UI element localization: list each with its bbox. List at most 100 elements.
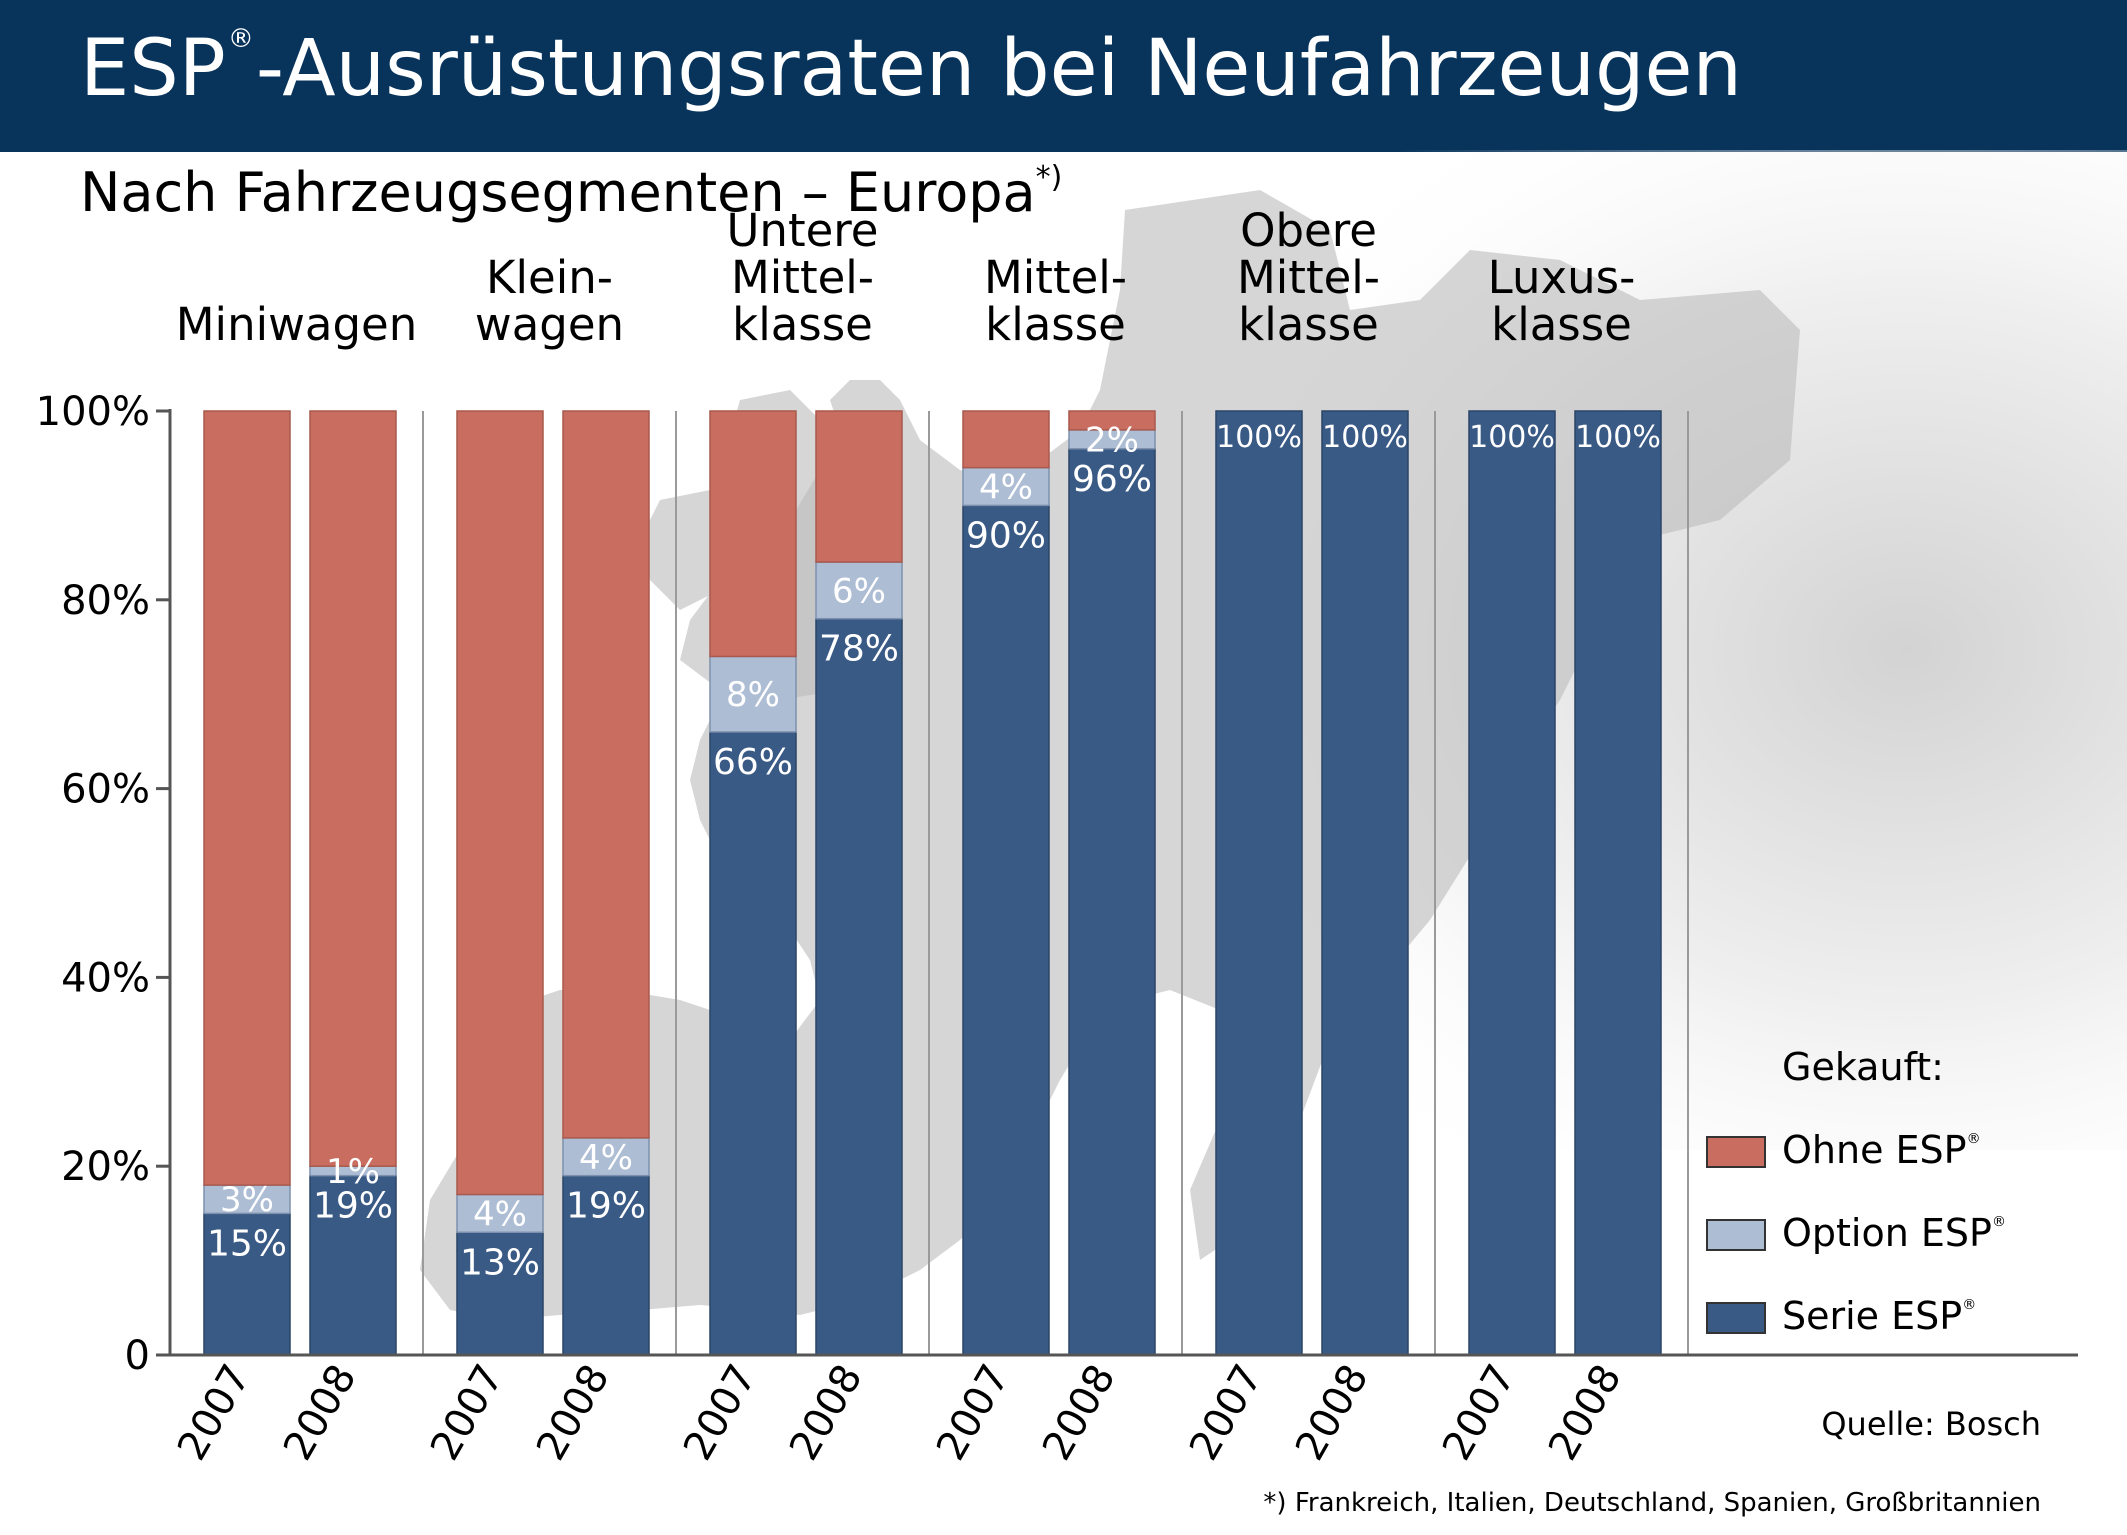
- legend-label-option-esp: Option ESP®: [1782, 1211, 2006, 1255]
- axes: 0 20% 40% 60% 80% 100%: [36, 389, 2078, 1379]
- title-registered-mark: ®: [227, 24, 254, 54]
- data-label-option-esp: 8%: [726, 675, 780, 715]
- group-label: klasse: [1491, 298, 1632, 351]
- x-tick-label-year: 2007: [422, 1357, 513, 1468]
- data-label-serie-esp: 66%: [713, 742, 793, 783]
- data-label-option-esp: 4%: [473, 1194, 527, 1234]
- subtitle-text: Nach Fahrzeugsegmenten – Europa: [80, 161, 1036, 224]
- y-tick-label: 100%: [36, 389, 150, 435]
- bar-segment-serie-esp: [456, 1231, 544, 1356]
- title-esp: ESP: [80, 24, 226, 114]
- ireland-silhouette: [645, 490, 730, 610]
- bar-segment-serie-esp: [1468, 410, 1556, 1356]
- group-label: klasse: [732, 298, 873, 351]
- group-label: Miniwagen: [176, 298, 418, 351]
- legend-mark-ohne-esp: ®: [1966, 1131, 1981, 1147]
- group-label: wagen: [475, 298, 624, 351]
- data-label-option-esp: 4%: [579, 1138, 633, 1178]
- legend-swatch-ohne-esp: [1706, 1136, 1766, 1168]
- group-label: Klein-: [486, 251, 613, 304]
- data-label-option-esp: 3%: [220, 1180, 274, 1220]
- data-label-serie-esp: 19%: [313, 1186, 393, 1227]
- data-label-option-esp: 6%: [832, 571, 886, 611]
- title-rest: -Ausrüstungsraten bei Neufahrzeugen: [255, 24, 1742, 114]
- x-tick-label-year: 2007: [675, 1357, 766, 1468]
- data-label-option-esp: 1%: [326, 1152, 380, 1192]
- bar-segment-option-esp: [562, 1137, 650, 1177]
- gridlines: [169, 411, 1689, 1355]
- y-tick-label: 80%: [61, 578, 150, 624]
- x-tick-label-year: 2007: [928, 1357, 1019, 1468]
- data-label-serie-esp: 13%: [460, 1242, 540, 1283]
- legend-text-ohne-esp: Ohne ESP: [1782, 1128, 1967, 1172]
- legend-mark-option-esp: ®: [1991, 1214, 2006, 1230]
- x-tick-label-year: 2008: [275, 1357, 366, 1468]
- data-label-serie-esp: 100%: [1469, 420, 1555, 455]
- legend-label-serie-esp: Serie ESP®: [1782, 1294, 1976, 1338]
- bar-segment-ohne-esp: [562, 410, 650, 1139]
- bar-segment-serie-esp: [203, 1212, 291, 1356]
- legend-mark-serie-esp: ®: [1962, 1297, 1977, 1313]
- group-label: Mittel-: [1237, 251, 1380, 304]
- data-label-option-esp: 4%: [979, 468, 1033, 508]
- y-tick-label: 20%: [61, 1144, 150, 1190]
- data-label-serie-esp: 100%: [1322, 420, 1408, 455]
- group-label: Mittel-: [731, 251, 874, 304]
- bar-segment-ohne-esp: [962, 410, 1050, 469]
- y-tick-label: 40%: [61, 955, 150, 1001]
- bar-segment-ohne-esp: [1068, 410, 1156, 431]
- chart-title: ESP®-Ausrüstungsraten bei Neufahrzeugen: [80, 26, 1742, 108]
- bar-segment-ohne-esp: [309, 410, 397, 1167]
- legend-label-ohne-esp: Ohne ESP®: [1782, 1128, 1981, 1172]
- legend-swatch-serie-esp: [1706, 1302, 1766, 1334]
- bar-segment-serie-esp: [709, 731, 797, 1356]
- bar-segment-serie-esp: [1068, 448, 1156, 1356]
- group-label: Mittel-: [984, 251, 1127, 304]
- legend-swatch-option-esp: [1706, 1219, 1766, 1251]
- bar-segment-option-esp: [203, 1184, 291, 1215]
- legend-text-option-esp: Option ESP: [1782, 1211, 1992, 1255]
- x-tick-label-year: 2007: [1181, 1357, 1272, 1468]
- group-label: Untere: [727, 204, 879, 257]
- x-tick-label-year: 2008: [781, 1357, 872, 1468]
- x-tick-label-year: 2008: [1540, 1357, 1631, 1468]
- group-label: klasse: [1238, 298, 1379, 351]
- source-note: Quelle: Bosch: [1821, 1405, 2041, 1443]
- bar-segment-ohne-esp: [709, 410, 797, 658]
- group-label: Luxus-: [1488, 251, 1636, 304]
- bar-segment-serie-esp: [1215, 410, 1303, 1356]
- data-label-serie-esp: 19%: [566, 1186, 646, 1227]
- x-tick-label-year: 2008: [528, 1357, 619, 1468]
- data-label-serie-esp: 100%: [1575, 420, 1661, 455]
- x-tick-label-year: 2007: [1434, 1357, 1525, 1468]
- data-label-option-esp: 2%: [1085, 420, 1139, 460]
- bar-segment-serie-esp: [309, 1174, 397, 1356]
- bar-segment-option-esp: [709, 655, 797, 733]
- data-label-serie-esp: 15%: [207, 1223, 287, 1264]
- footnote: *) Frankreich, Italien, Deutschland, Spa…: [1263, 1488, 2041, 1518]
- bar-segment-serie-esp: [1574, 410, 1662, 1356]
- bars: [203, 410, 1662, 1356]
- title-banner: [0, 0, 2127, 152]
- bar-segment-ohne-esp: [203, 410, 291, 1186]
- bar-segment-option-esp: [815, 561, 903, 620]
- bar-segment-serie-esp: [815, 617, 903, 1356]
- group-label: Obere: [1240, 204, 1377, 257]
- bar-segment-serie-esp: [1321, 410, 1409, 1356]
- bar-segment-ohne-esp: [456, 410, 544, 1196]
- bar-segment-ohne-esp: [815, 410, 903, 563]
- legend-title: Gekauft:: [1782, 1045, 1944, 1089]
- bar-segment-serie-esp: [962, 504, 1050, 1356]
- bar-segment-option-esp: [962, 466, 1050, 507]
- x-tick-label-year: 2007: [169, 1357, 260, 1468]
- chart-subtitle: Nach Fahrzeugsegmenten – Europa*): [80, 163, 1062, 220]
- legend-text-serie-esp: Serie ESP: [1782, 1294, 1963, 1338]
- y-tick-label: 0: [125, 1333, 150, 1379]
- data-label-serie-esp: 96%: [1072, 459, 1152, 500]
- data-label-serie-esp: 90%: [966, 515, 1046, 556]
- group-label: klasse: [985, 298, 1126, 351]
- data-label-serie-esp: 78%: [819, 629, 899, 670]
- x-tick-label-year: 2008: [1287, 1357, 1378, 1468]
- bar-segment-option-esp: [456, 1193, 544, 1234]
